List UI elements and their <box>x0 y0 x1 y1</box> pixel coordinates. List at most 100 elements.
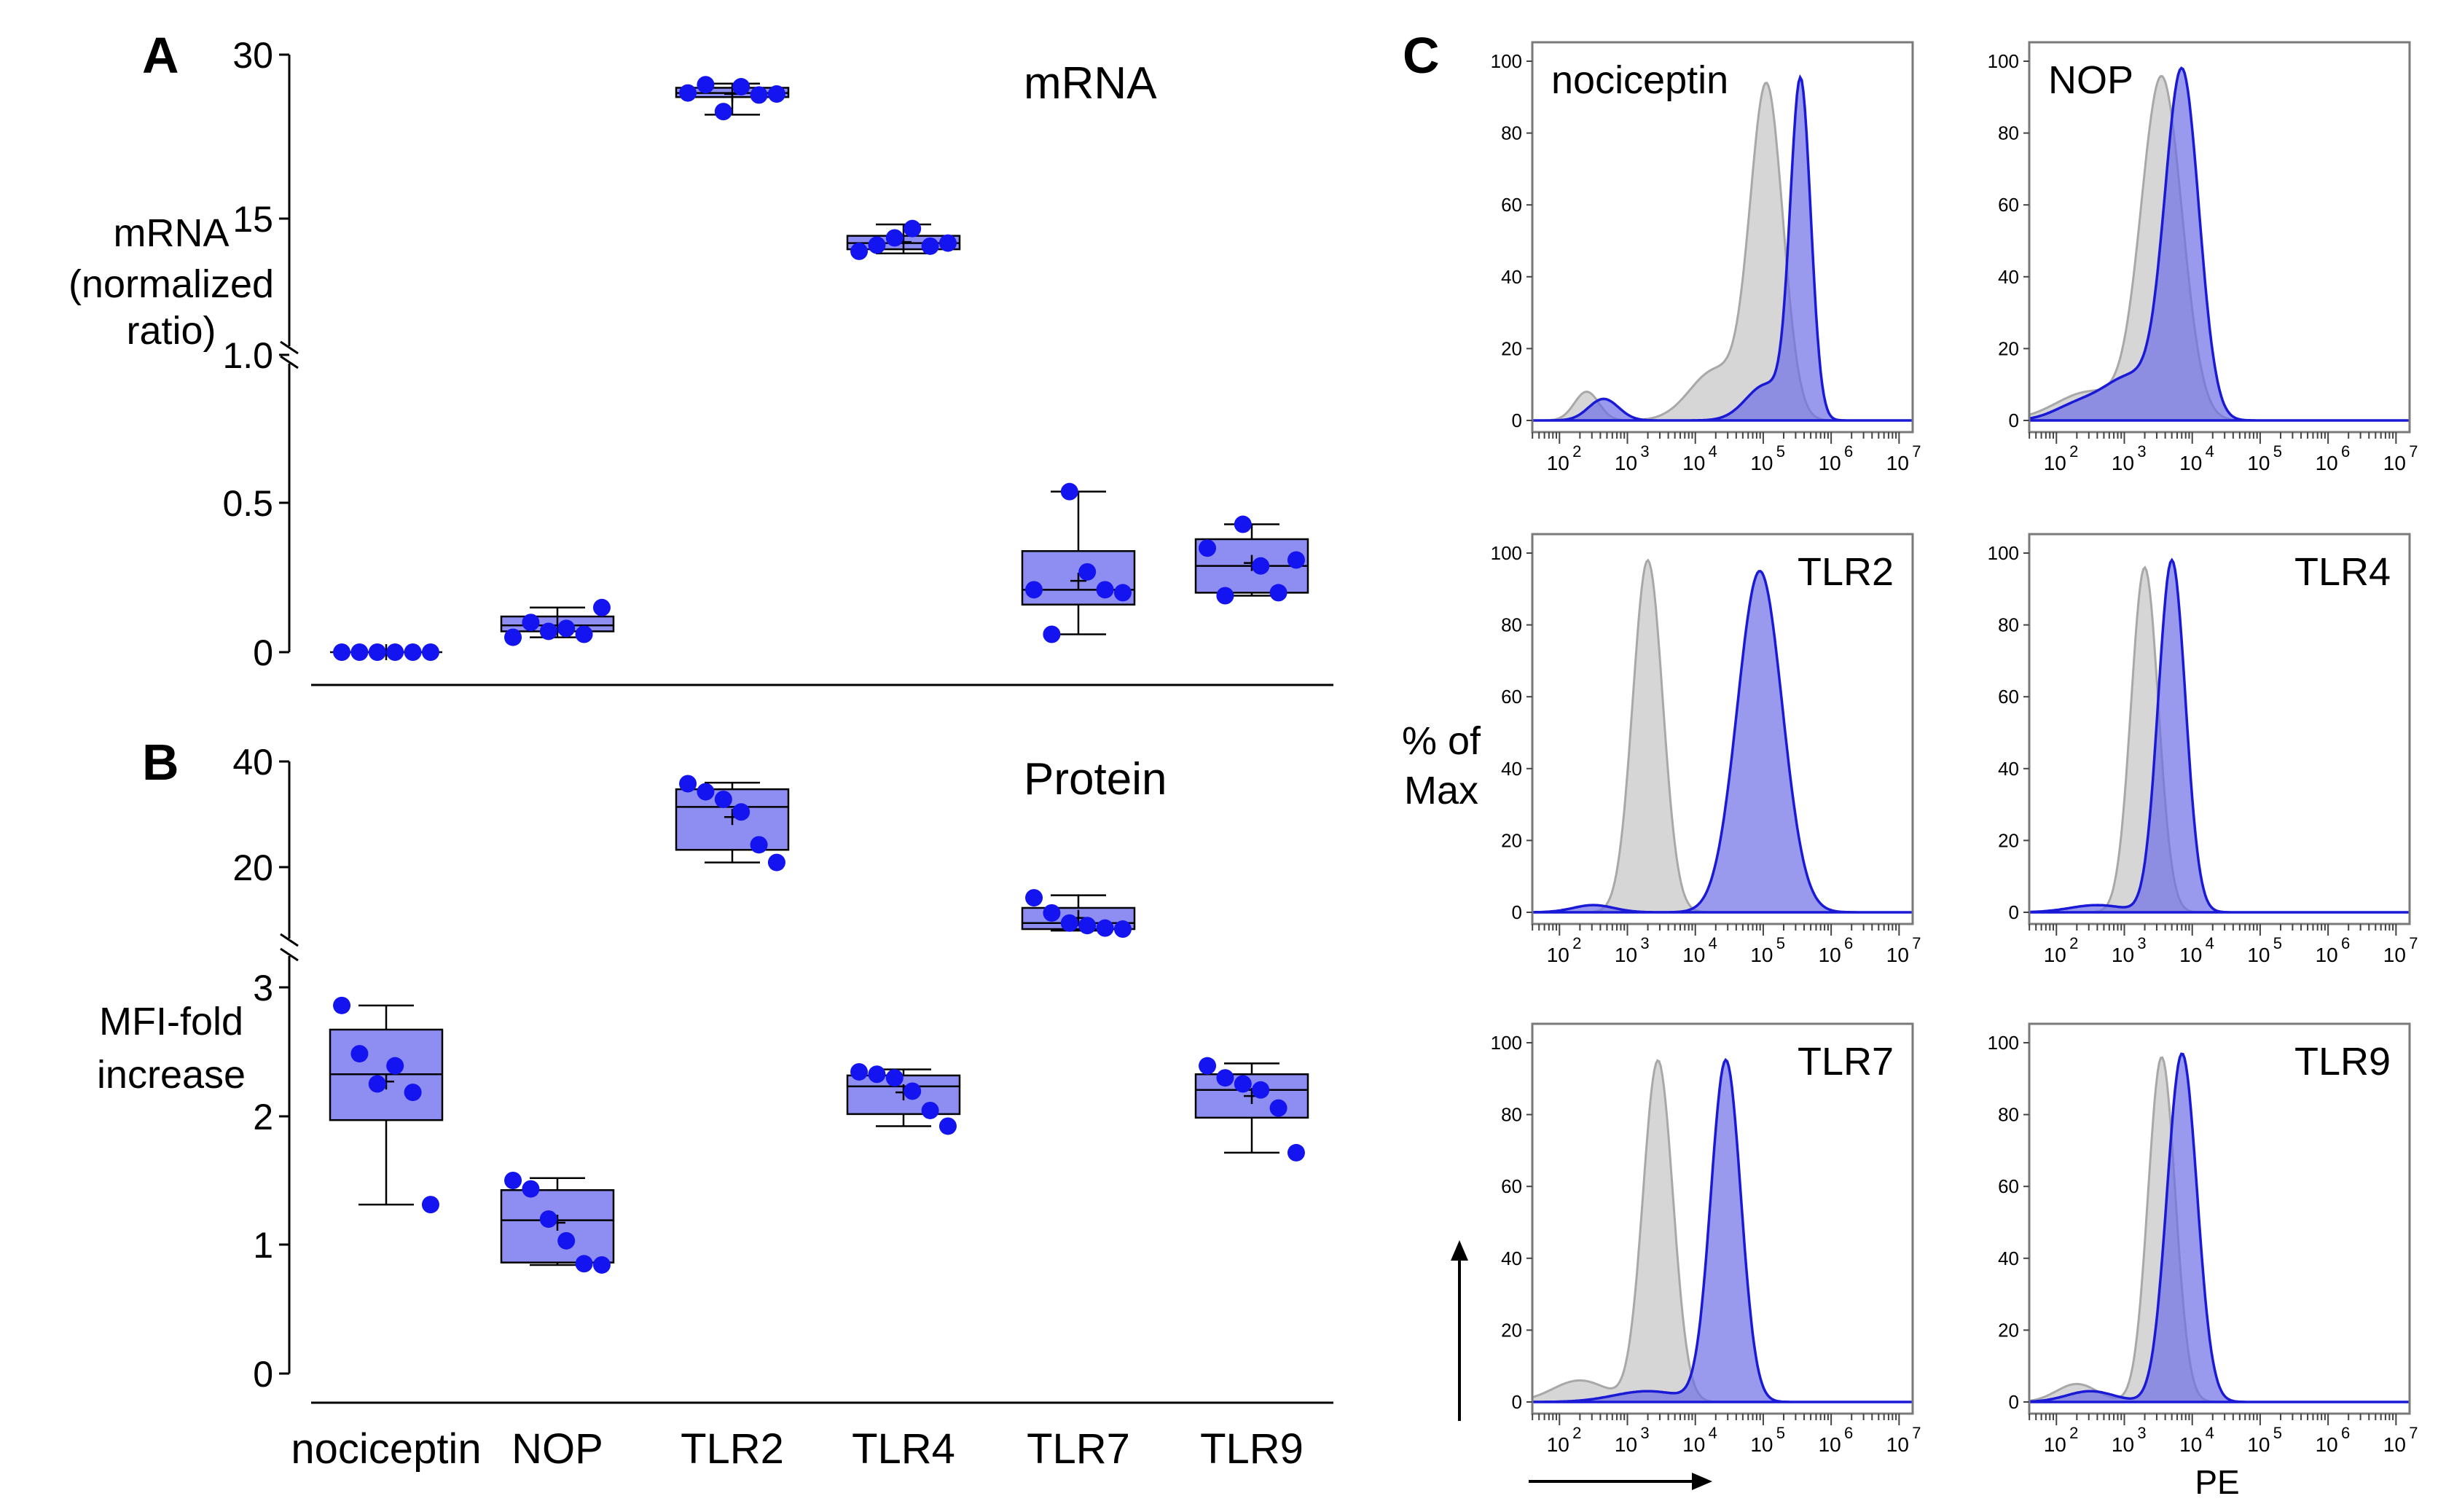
histogram-nociceptin-x-tick-exponent: 4 <box>1709 442 1717 461</box>
panel-label-c: C <box>1403 27 1440 84</box>
panel-a-data-point <box>1043 625 1061 643</box>
histogram-tlr7-x-tick-label: 10 <box>1819 1433 1841 1456</box>
panel-a-data-point <box>1025 581 1043 599</box>
histogram-tlr7-x-tick-label: 10 <box>1750 1433 1773 1456</box>
panel-a-box-nociceptin <box>330 643 442 661</box>
panel-a-data-point <box>557 619 576 638</box>
histogram-tlr7-stained-curve <box>1532 1057 1913 1403</box>
histogram-nociceptin-y-tick-label: 0 <box>1512 410 1522 431</box>
histogram-nociceptin-control-curve <box>1532 82 1913 422</box>
histogram-tlr2-y-tick-label: 0 <box>1512 901 1522 923</box>
panel-b-data-point <box>1252 1081 1270 1099</box>
panel-b-ylabel-line2: increase <box>97 1053 246 1097</box>
panel-a-box-tlr4 <box>846 219 961 260</box>
panel-a-data-point <box>1199 539 1217 557</box>
histogram-tlr2-x-tick-label: 10 <box>1547 944 1569 966</box>
histogram-tlr7-y-tick-label: 40 <box>1501 1247 1522 1269</box>
panel-b-data-point <box>1234 1075 1252 1093</box>
histogram-tlr9-x-tick-exponent: 4 <box>2206 1424 2214 1442</box>
histogram-nop-label: NOP <box>2048 58 2133 102</box>
panel-b-data-point <box>904 1082 922 1100</box>
panel-b-data-point <box>750 836 768 854</box>
panel-b-y-tick-label: 20 <box>232 847 273 888</box>
histogram-tlr4-y-tick-label: 60 <box>1998 686 2019 708</box>
histogram-nop-x-tick-label: 10 <box>2247 452 2270 474</box>
panel-a-axis-break-mark <box>280 340 299 355</box>
panel-a-data-point <box>732 78 750 96</box>
panel-a-data-point <box>750 86 768 104</box>
panel-a-data-point <box>368 643 386 661</box>
histogram-tlr7-x-tick-label: 10 <box>1547 1433 1569 1456</box>
panel-b-data-point <box>732 803 750 821</box>
panel-a-data-point <box>350 643 369 661</box>
panel-a-data-point <box>1096 581 1114 599</box>
panel-a-data-point <box>885 229 904 247</box>
panel-b-axis-break-mark <box>280 947 299 962</box>
histogram-nociceptin-x-tick-exponent: 2 <box>1572 442 1581 461</box>
panel-a-data-point <box>421 643 439 661</box>
panel-a-data-point <box>1078 563 1097 581</box>
histogram-nociceptin-y-tick-label: 60 <box>1501 194 1522 216</box>
histogram-nop-y-tick-label: 40 <box>1998 266 2019 288</box>
panel-a-y-tick-label: 1.0 <box>222 335 273 376</box>
panel-a-data-point <box>714 103 732 121</box>
histogram-tlr2-x-tick-label: 10 <box>1750 944 1773 966</box>
panel-b-box-tlr7 <box>1021 889 1136 939</box>
histogram-tlr2-x-tick-exponent: 7 <box>1912 934 1921 952</box>
histogram-tlr4-x-tick-exponent: 3 <box>2137 934 2146 952</box>
histogram-nociceptin-frame <box>1531 41 1914 434</box>
panel-b-data-point <box>1043 904 1061 922</box>
panel-a-y-tick-label: 0 <box>253 632 273 673</box>
panel-a-data-point <box>504 628 522 646</box>
panel-b-title: Protein <box>1024 754 1167 804</box>
histogram-nop-y-tick-label: 60 <box>1998 194 2019 216</box>
panel-a-data-point <box>1234 515 1252 533</box>
histogram-tlr9-x-tick-label: 10 <box>2112 1433 2134 1456</box>
histogram-nociceptin-y-tick-label: 100 <box>1491 50 1522 72</box>
panel-b-box-nociceptin <box>329 996 444 1214</box>
histogram-nop-y-tick-label: 80 <box>1998 122 2019 144</box>
panel-a-plot: 0 0.5 1.0 15 30 <box>222 35 1333 686</box>
histogram-tlr2-x-tick-label: 10 <box>1682 944 1705 966</box>
histogram-nociceptin-x-tick-label: 10 <box>1682 452 1705 474</box>
histogram-tlr2-x-tick-label: 10 <box>1615 944 1637 966</box>
histogram-nociceptin-label: nociceptin <box>1551 58 1728 102</box>
histogram-nop-x-tick-label: 10 <box>2044 452 2066 474</box>
histogram-nociceptin-x-tick-exponent: 6 <box>1844 442 1853 461</box>
panel-a-box-nop <box>500 598 615 646</box>
panel-a-data-point <box>938 234 957 252</box>
histogram-tlr7-y-tick-label: 0 <box>1512 1391 1522 1413</box>
histogram-nop-x-tick-label: 10 <box>2179 452 2202 474</box>
histogram-nociceptin-y-tick-label: 20 <box>1501 337 1522 359</box>
histogram-nop-control-curve <box>2029 74 2410 422</box>
panel-a-data-point <box>1113 584 1132 602</box>
histogram-nociceptin-y-tick-label: 40 <box>1501 266 1522 288</box>
panel-b-y-tick-label: 3 <box>253 968 273 1008</box>
panel-a-ylabel-line3: ratio) <box>126 309 216 353</box>
histogram-tlr4-x-tick-exponent: 5 <box>2273 934 2282 952</box>
histogram-tlr7-y-tick-label: 100 <box>1491 1032 1522 1054</box>
panel-a-box-tlr7 <box>1021 482 1136 643</box>
histogram-tlr2-frame <box>1531 533 1914 925</box>
histogram-tlr9-y-tick-label: 0 <box>2009 1391 2019 1413</box>
histogram-tlr9-y-tick-label: 40 <box>1998 1247 2019 1269</box>
histogram-tlr9-x-tick-exponent: 7 <box>2409 1424 2418 1442</box>
histogram-tlr7-y-tick-label: 80 <box>1501 1104 1522 1126</box>
histogram-tlr7-x-tick-label: 10 <box>1886 1433 1909 1456</box>
panel-b-y-tick-label: 1 <box>253 1225 273 1266</box>
histogram-tlr2-y-tick-label: 100 <box>1491 542 1522 564</box>
histogram-nop-x-tick-exponent: 6 <box>2341 442 2350 461</box>
panel-a-axis-break-mark <box>280 355 299 369</box>
histogram-tlr4-x-tick-label: 10 <box>2044 944 2066 966</box>
panel-b-data-point <box>1113 920 1132 939</box>
panel-b-data-point <box>1096 919 1114 937</box>
histogram-tlr4-y-tick-label: 80 <box>1998 614 2019 636</box>
histogram-tlr4-x-tick-exponent: 2 <box>2069 934 2078 952</box>
histogram-nop-x-tick-label: 10 <box>2383 452 2406 474</box>
histogram-tlr2-y-tick-label: 80 <box>1501 614 1522 636</box>
panel-a-box-tlr9 <box>1194 515 1309 605</box>
panel-a-data-point <box>333 643 351 661</box>
panel-b-box-tlr4 <box>846 1062 961 1135</box>
